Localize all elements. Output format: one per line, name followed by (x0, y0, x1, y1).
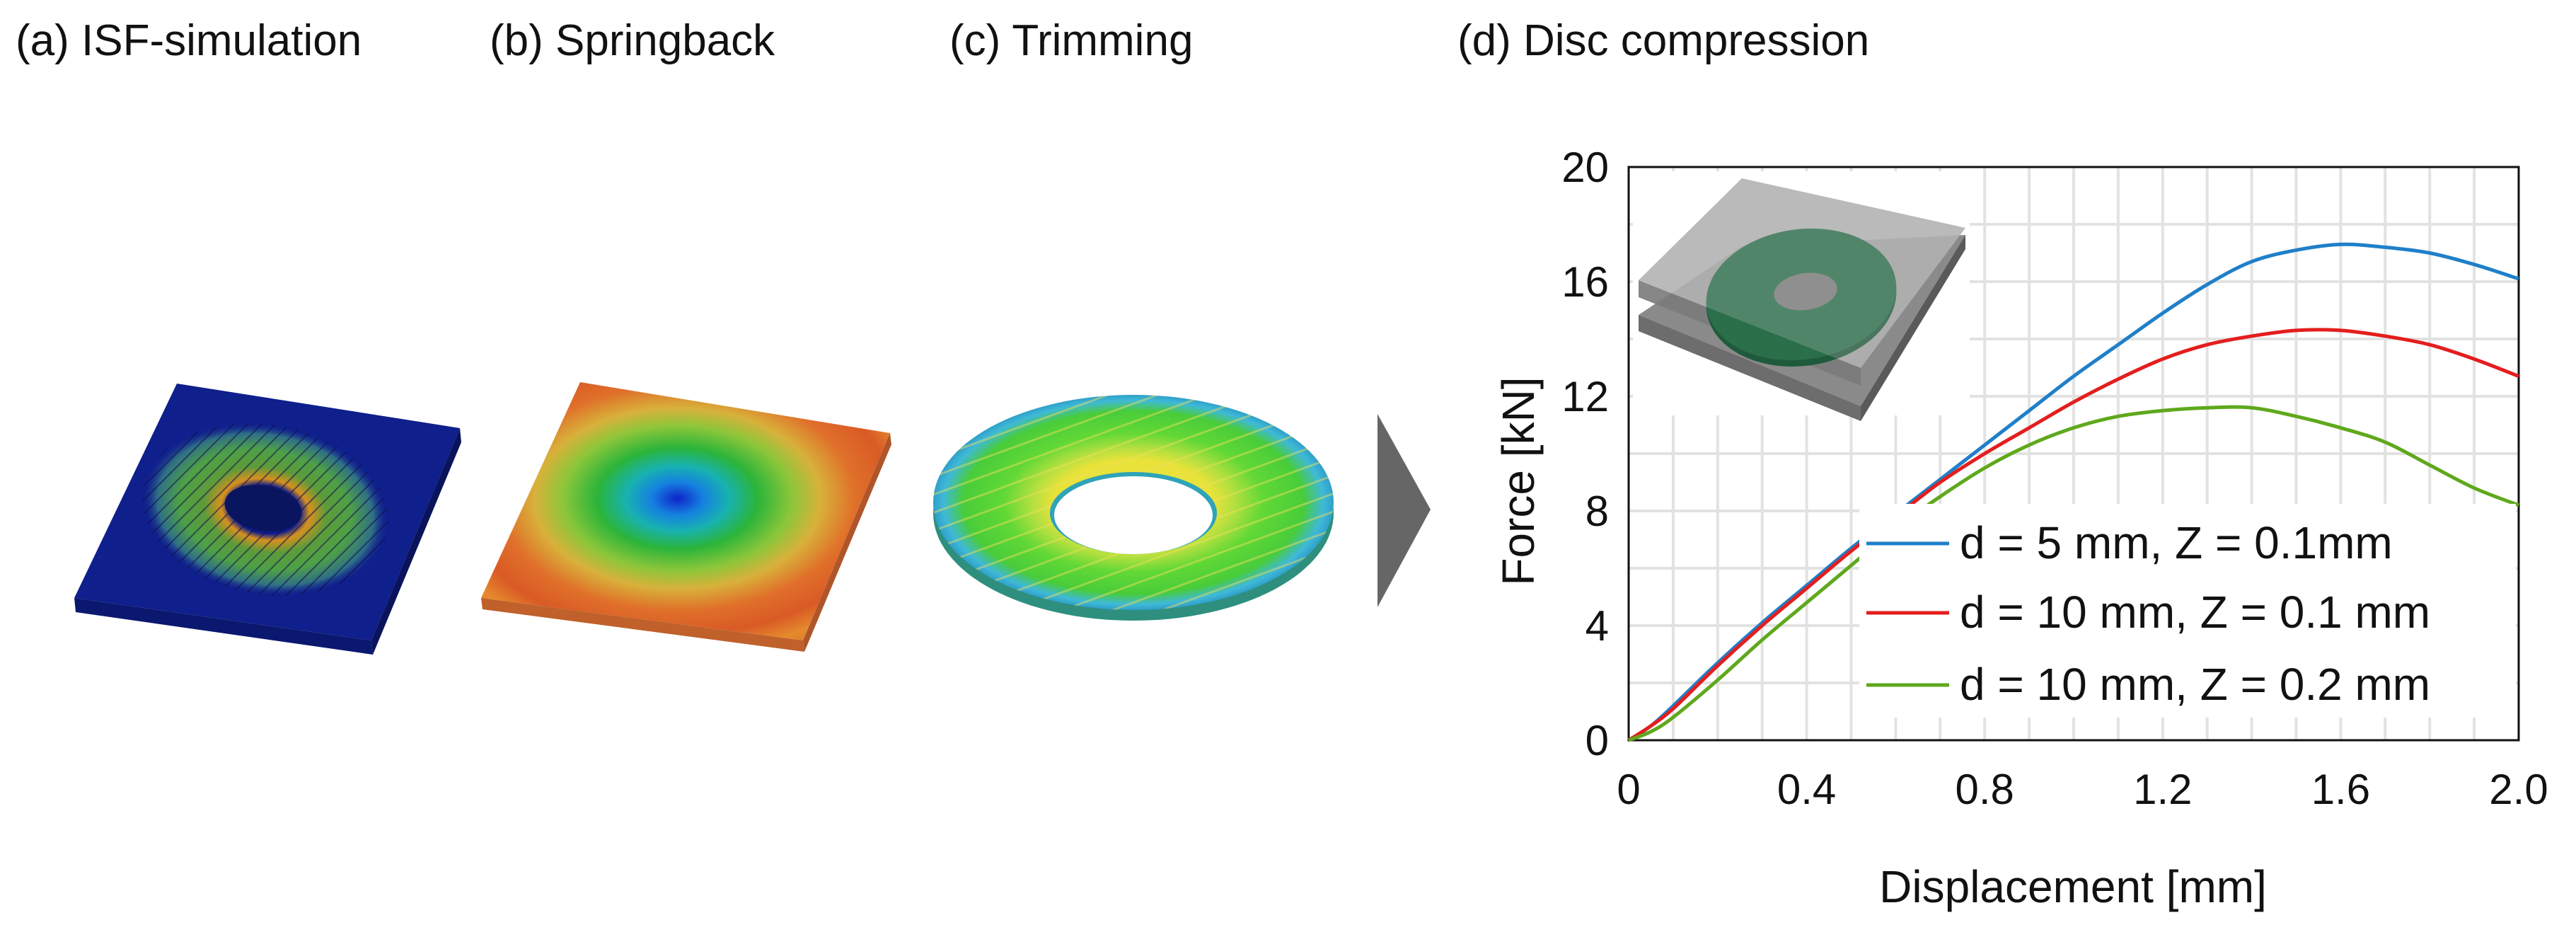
series-line-2 (1628, 405, 2519, 742)
x-tick-label: 0.8 (1955, 766, 2014, 813)
y-tick-label: 0 (1586, 717, 1609, 764)
y-tick-label: 4 (1586, 602, 1609, 650)
series-lines (1627, 242, 2519, 742)
panel-title-a: (a) ISF-simulation (16, 16, 362, 65)
isf-simulation-image (74, 384, 461, 655)
process-arrow (1377, 414, 1431, 607)
x-tick-label: 1.2 (2133, 766, 2192, 813)
x-tick-label: 0 (1617, 766, 1640, 813)
y-tick-labels: 0 4 8 12 16 20 (1561, 144, 1609, 764)
x-tick-label: 2.0 (2489, 766, 2548, 813)
legend-label-0: d = 5 mm, Z = 0.1mm (1960, 517, 2393, 568)
y-axis-label: Force [kN] (1493, 376, 1544, 585)
x-tick-label: 1.6 (2311, 766, 2370, 813)
x-tick-label: 0.4 (1777, 766, 1836, 813)
series-line-1 (1627, 328, 2519, 742)
y-tick-label: 20 (1561, 144, 1609, 191)
panel-title-c: (c) Trimming (949, 16, 1194, 65)
legend: d = 5 mm, Z = 0.1mm d = 10 mm, Z = 0.1 m… (1859, 504, 2516, 718)
legend-label-1: d = 10 mm, Z = 0.1 mm (1960, 587, 2430, 638)
legend-label-2: d = 10 mm, Z = 0.2 mm (1960, 659, 2430, 710)
y-tick-label: 16 (1561, 258, 1609, 306)
y-tick-label: 8 (1586, 488, 1609, 535)
y-tick-label: 12 (1561, 373, 1609, 420)
x-tick-labels: 0 0.4 0.8 1.2 1.6 2.0 (1617, 766, 2548, 813)
panel-title-b: (b) Springback (490, 16, 775, 65)
panel-title-d: (d) Disc compression (1457, 16, 1870, 65)
plot-frame (1627, 166, 2520, 742)
series-line-0 (1627, 242, 2519, 742)
compression-chart: 0 4 8 12 16 20 0 0.4 0.8 1.2 1.6 2.0 Force [kN] Di… (1493, 144, 2548, 912)
x-axis-label: Displacement [mm] (1879, 861, 2267, 912)
compression-setup-inset (1633, 171, 1970, 421)
springback-image (481, 382, 891, 652)
trimming-image (933, 395, 1334, 621)
